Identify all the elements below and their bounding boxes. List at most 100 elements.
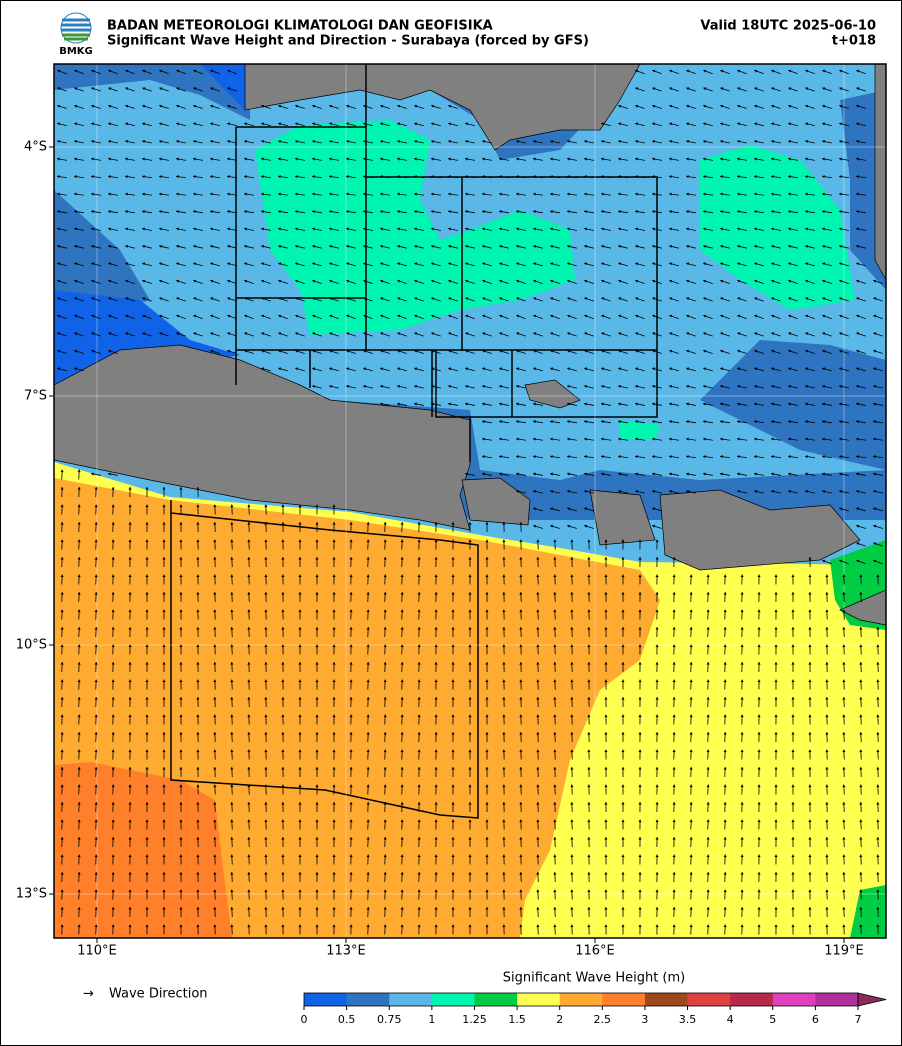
- arrow-head: [196, 539, 200, 543]
- arrow-head: [567, 420, 570, 424]
- arrow-head: [720, 420, 723, 424]
- arrow-head: [230, 504, 234, 508]
- arrow-head: [366, 557, 370, 560]
- arrow-head: [380, 367, 384, 371]
- arrow-head: [60, 487, 64, 490]
- arrow-head: [788, 262, 792, 266]
- arrow-head: [448, 297, 452, 301]
- arrow-head: [822, 104, 826, 108]
- arrow-head: [179, 539, 183, 543]
- arrow-head: [652, 437, 655, 441]
- arrow-head: [94, 574, 98, 578]
- arrow-head: [788, 367, 792, 371]
- arrow-head: [380, 227, 383, 231]
- arrow-head: [176, 69, 180, 73]
- arrow-head: [176, 192, 179, 196]
- arrow-head: [737, 420, 740, 424]
- arrow-head: [720, 227, 723, 231]
- lat-label: 13°S: [16, 887, 47, 902]
- arrow-head: [142, 314, 146, 318]
- arrow-head: [179, 487, 183, 490]
- arrow-head: [414, 384, 417, 388]
- arrow-head: [414, 314, 418, 318]
- arrow-head: [601, 227, 604, 231]
- arrow-head: [227, 297, 231, 301]
- arrow-head: [193, 332, 197, 336]
- arrow-head: [873, 314, 877, 318]
- arrow-head: [74, 192, 77, 196]
- arrow-head: [703, 262, 707, 266]
- arrow-head: [499, 175, 502, 179]
- colorbar-label: 0.75: [377, 1013, 402, 1026]
- arrow-head: [264, 522, 268, 525]
- arrow-head: [720, 349, 724, 353]
- arrow-head: [686, 262, 690, 266]
- arrow-head: [720, 104, 724, 108]
- arrow-head: [125, 244, 129, 248]
- arrow-head: [108, 279, 112, 283]
- arrow-head: [227, 227, 230, 231]
- arrow-head: [176, 87, 180, 91]
- arrow-head: [788, 122, 792, 126]
- arrow-head: [635, 489, 638, 493]
- arrow-head: [618, 332, 622, 336]
- arrow-head: [346, 314, 350, 318]
- arrow-head: [822, 297, 826, 301]
- arrow-head: [703, 139, 706, 144]
- arrow-head: [397, 122, 401, 126]
- arrow-head: [125, 122, 129, 126]
- arrow-head: [142, 227, 145, 231]
- arrow-head: [839, 559, 843, 563]
- arrow-head: [465, 472, 468, 476]
- arrow-head: [533, 157, 536, 161]
- arrow-head: [329, 297, 333, 301]
- arrow-head: [499, 420, 502, 424]
- arrow-head: [652, 139, 655, 144]
- arrow-head: [193, 87, 197, 91]
- arrow-head: [652, 524, 656, 528]
- arrow-head: [771, 349, 775, 353]
- arrow-head: [210, 157, 213, 161]
- arrow-head: [873, 297, 877, 301]
- arrow-head: [142, 192, 145, 196]
- arrow-head: [567, 314, 571, 318]
- arrow-head: [244, 349, 248, 353]
- arrow-head: [295, 157, 298, 161]
- arrow-head: [771, 244, 775, 248]
- colorbar-label: 1.5: [508, 1013, 526, 1026]
- arrow-head: [839, 227, 842, 231]
- arrow-head: [873, 455, 876, 459]
- arrow-head: [244, 227, 247, 231]
- arrow-head: [737, 139, 740, 144]
- arrow-head: [516, 367, 520, 371]
- arrow-head: [703, 175, 706, 179]
- arrow-head: [533, 227, 536, 231]
- arrow-head: [57, 279, 61, 283]
- arrow-head: [669, 472, 672, 476]
- arrow-head: [448, 244, 452, 248]
- arrow-head: [737, 297, 741, 301]
- arrow-head: [720, 367, 724, 371]
- arrow-head: [162, 557, 166, 560]
- arrow-head: [669, 192, 672, 196]
- arrow-head: [261, 227, 264, 231]
- arrow-head: [346, 384, 349, 388]
- arrow-head: [584, 244, 588, 248]
- arrow-head: [142, 104, 146, 108]
- arrow-head: [584, 192, 587, 196]
- arrow-head: [193, 122, 197, 126]
- arrow-head: [227, 192, 230, 196]
- arrow-head: [298, 539, 302, 543]
- arrow-head: [567, 227, 570, 231]
- arrow-head: [652, 489, 655, 493]
- arrow-head: [227, 87, 231, 91]
- arrow-head: [431, 367, 435, 371]
- arrow-head: [720, 314, 724, 318]
- arrow-head: [754, 69, 758, 73]
- arrow-head: [264, 574, 268, 578]
- arrow-head: [312, 297, 316, 301]
- arrow-head: [108, 87, 112, 91]
- colorbar-segment: [772, 993, 816, 1006]
- arrow-head: [448, 314, 452, 318]
- arrow-head: [669, 455, 672, 459]
